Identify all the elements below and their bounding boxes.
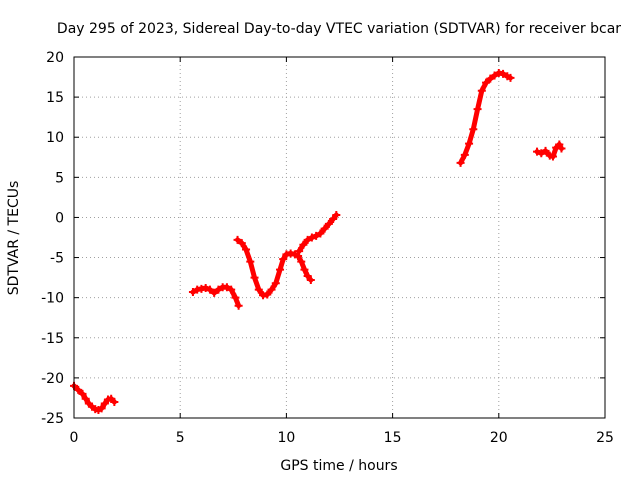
data-segment (188, 283, 243, 310)
x-tick-label: 25 (596, 430, 614, 446)
data-point (456, 158, 465, 167)
y-tick-label: -5 (50, 251, 64, 267)
data-point (254, 285, 263, 294)
data-point (234, 301, 243, 310)
data-point (332, 211, 341, 220)
y-tick-label: 0 (55, 210, 64, 226)
data-point (320, 224, 329, 233)
data-point (477, 86, 486, 95)
chart-title: Day 295 of 2023, Sidereal Day-to-day VTE… (57, 21, 621, 37)
y-tick-label: 10 (46, 130, 64, 146)
data-point (231, 293, 240, 302)
data-point (267, 285, 276, 294)
data-point (205, 285, 214, 294)
data-point (506, 73, 515, 82)
data-point (78, 389, 87, 398)
data-point (555, 140, 564, 149)
data-layer (70, 69, 566, 414)
data-segment (533, 140, 566, 161)
data-segment (295, 211, 341, 256)
axis-ticks: 0 5 10 15 20 25 -25 -20 -15 -10 -5 0 5 10 15 20 (41, 50, 614, 446)
data-point (299, 240, 308, 249)
data-point (490, 71, 499, 80)
y-tick-label: -10 (41, 291, 64, 307)
data-point (312, 231, 321, 240)
data-point (110, 397, 119, 406)
data-point (297, 257, 306, 266)
data-point (263, 290, 272, 299)
data-point (242, 245, 251, 254)
data-point (465, 139, 474, 148)
x-tick-label: 0 (70, 430, 79, 446)
y-axis-label: SDTVAR / TECUs (6, 181, 22, 296)
data-point (97, 404, 106, 413)
data-point (237, 239, 246, 248)
data-point (541, 146, 550, 155)
y-tick-label: 20 (46, 50, 64, 66)
data-point (271, 279, 280, 288)
data-point (214, 285, 223, 294)
data-point (460, 150, 469, 159)
data-point (201, 284, 210, 293)
data-point (303, 235, 312, 244)
y-tick-label: -20 (41, 371, 64, 387)
data-point (473, 105, 482, 114)
y-tick-label: 15 (46, 90, 64, 106)
x-tick-label: 15 (384, 430, 402, 446)
data-point (469, 125, 478, 134)
grid-lines (74, 57, 605, 418)
data-point (486, 74, 495, 83)
data-point (300, 265, 309, 274)
plot-frame (73, 56, 606, 419)
data-point (233, 235, 242, 244)
data-point (100, 399, 109, 408)
data-point (316, 229, 325, 238)
data-point (548, 152, 557, 161)
data-point (324, 219, 333, 228)
x-tick-label: 5 (176, 430, 185, 446)
data-point (307, 233, 316, 242)
data-point (499, 69, 508, 78)
data-point (557, 144, 566, 153)
y-tick-label: -25 (41, 411, 64, 427)
data-point (188, 288, 197, 297)
data-trace (296, 212, 339, 254)
data-point (222, 283, 231, 292)
data-point (227, 285, 236, 294)
data-point (533, 147, 542, 156)
data-point (279, 255, 288, 264)
data-point (295, 247, 304, 256)
x-tick-label: 10 (277, 430, 295, 446)
y-tick-label: -15 (41, 331, 64, 347)
y-tick-label: 5 (55, 170, 64, 186)
data-point (81, 394, 90, 403)
data-point (303, 272, 312, 281)
data-point (276, 265, 285, 274)
data-segment (233, 235, 315, 300)
data-point (74, 385, 83, 394)
data-segment (70, 381, 119, 414)
data-point (246, 257, 255, 266)
x-axis-label: GPS time / hours (280, 458, 397, 474)
data-point (210, 288, 219, 297)
data-point (306, 276, 315, 285)
data-point (250, 273, 259, 282)
x-tick-label: 20 (490, 430, 508, 446)
data-point (329, 215, 338, 224)
data-point (482, 78, 491, 87)
data-point (537, 149, 546, 158)
data-segment (456, 69, 515, 167)
